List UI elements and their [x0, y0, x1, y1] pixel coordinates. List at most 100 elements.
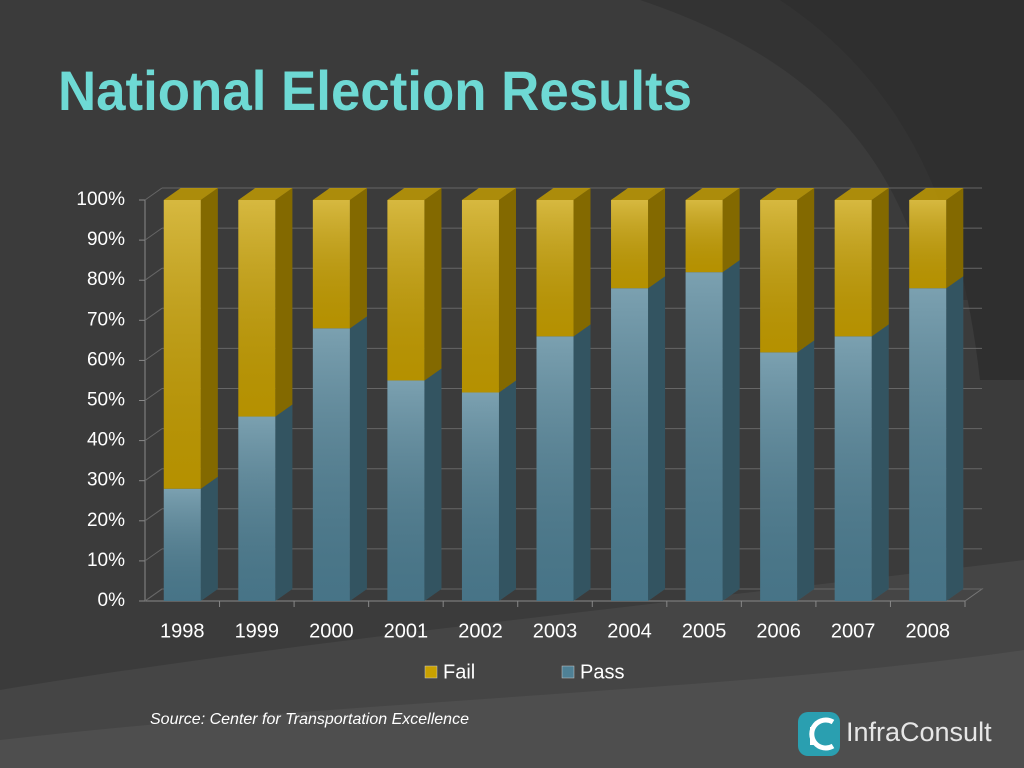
bar-side-shade	[275, 404, 293, 601]
bar-sheen	[611, 288, 649, 601]
bar-side-shade	[871, 188, 889, 337]
x-tick-label: 1999	[235, 620, 280, 642]
bar-side	[424, 188, 442, 381]
bar-side	[648, 188, 666, 289]
bar-side-shade	[200, 188, 218, 489]
bar-sheen	[536, 336, 574, 601]
grid-line-depth	[144, 388, 163, 401]
bar-side-shade	[573, 324, 591, 601]
bar-sheen	[238, 416, 276, 601]
y-tick-label: 40%	[87, 430, 125, 451]
grid-line-depth	[144, 347, 163, 361]
grid-line-depth	[144, 227, 163, 241]
y-tick-label: 50%	[87, 390, 125, 411]
grid-line-depth	[144, 548, 163, 562]
bar-side	[200, 188, 218, 489]
bar-side	[946, 276, 964, 601]
bar-side	[871, 188, 889, 337]
grid-line-depth	[144, 428, 163, 442]
x-tick-label: 2000	[309, 620, 354, 642]
bar-sheen	[312, 328, 350, 601]
bar-side-shade	[498, 380, 516, 601]
x-tick-label: 2002	[458, 620, 503, 642]
bar-side-shade	[498, 188, 516, 393]
bar-sheen	[685, 200, 723, 273]
bar-sheen	[461, 392, 499, 601]
bar-sheen	[461, 200, 499, 393]
y-tick-label: 90%	[87, 229, 125, 250]
x-tick-label: 1998	[160, 620, 205, 642]
bar-side	[871, 324, 889, 601]
bar-top	[461, 188, 516, 200]
bar-side	[498, 380, 516, 601]
bar-sheen	[685, 272, 723, 601]
bar-side	[797, 340, 815, 601]
logo-icon	[798, 712, 840, 756]
grid-line-depth	[144, 267, 163, 281]
bar-sheen	[163, 488, 201, 601]
bar-sheen	[909, 200, 947, 289]
bar-sheen	[909, 288, 947, 601]
bar-top	[834, 188, 889, 200]
bar-side-shade	[871, 324, 889, 601]
bar-sheen	[611, 200, 649, 289]
bar-sheen	[760, 200, 798, 353]
x-tick-label: 2007	[831, 620, 876, 642]
legend-label: Pass	[580, 661, 624, 683]
bar-side-shade	[797, 188, 815, 353]
bar-side	[722, 260, 740, 601]
bar-side	[648, 276, 666, 601]
bar-top	[387, 188, 442, 200]
chart: 0% 10% 20% 30% 40% 50% 60% 70% 80% 90% 100% 1998 199…	[76, 187, 984, 683]
bar-side	[200, 476, 218, 601]
swoosh	[780, 0, 1024, 380]
bar-top	[163, 188, 218, 200]
x-tick-label: 2004	[607, 620, 652, 642]
bar-side	[349, 316, 367, 601]
grid-line-depth	[144, 588, 163, 602]
bar-top	[909, 188, 964, 200]
bar-sheen	[238, 200, 276, 417]
y-tick-label: 70%	[87, 309, 125, 330]
bar-top	[685, 188, 740, 200]
bar-side-shade	[200, 476, 218, 601]
bar-sheen	[312, 200, 350, 329]
bar-side-shade	[946, 188, 964, 289]
legend-swatch	[561, 665, 575, 679]
bar-sheen	[387, 200, 425, 381]
bar-side-shade	[797, 340, 815, 601]
bar-sheen	[163, 200, 201, 489]
bar-side-shade	[722, 188, 740, 273]
bar-side-shade	[573, 188, 591, 337]
bar-side-shade	[424, 368, 442, 601]
y-tick-label: 100%	[76, 189, 125, 210]
swoosh	[0, 650, 1024, 768]
bar-side-shade	[349, 316, 367, 601]
bar-side-shade	[648, 276, 666, 601]
y-tick-label: 10%	[87, 550, 125, 571]
bar-side-shade	[424, 188, 442, 381]
bar-side	[946, 188, 964, 289]
bar-side	[498, 188, 516, 393]
grid-line-depth	[144, 468, 163, 482]
bar-top	[238, 188, 293, 200]
bar-side	[722, 188, 740, 273]
bar-top	[760, 188, 815, 200]
bar-side	[349, 188, 367, 329]
chart-title: National Election Results	[58, 59, 692, 122]
logo-icon-i	[810, 727, 814, 745]
bar-side	[275, 188, 293, 417]
bar-top	[312, 188, 367, 200]
bar-side-shade	[349, 188, 367, 329]
bar-sheen	[834, 336, 872, 601]
grid-line-depth	[144, 307, 163, 321]
y-tick-label: 60%	[87, 349, 125, 370]
x-tick-label: 2005	[682, 620, 727, 642]
x-tick-label: 2003	[533, 620, 578, 642]
y-tick-label: 30%	[87, 470, 125, 491]
bar-side	[797, 188, 815, 353]
legend-swatch	[424, 665, 438, 679]
y-tick-label: 20%	[87, 510, 125, 531]
